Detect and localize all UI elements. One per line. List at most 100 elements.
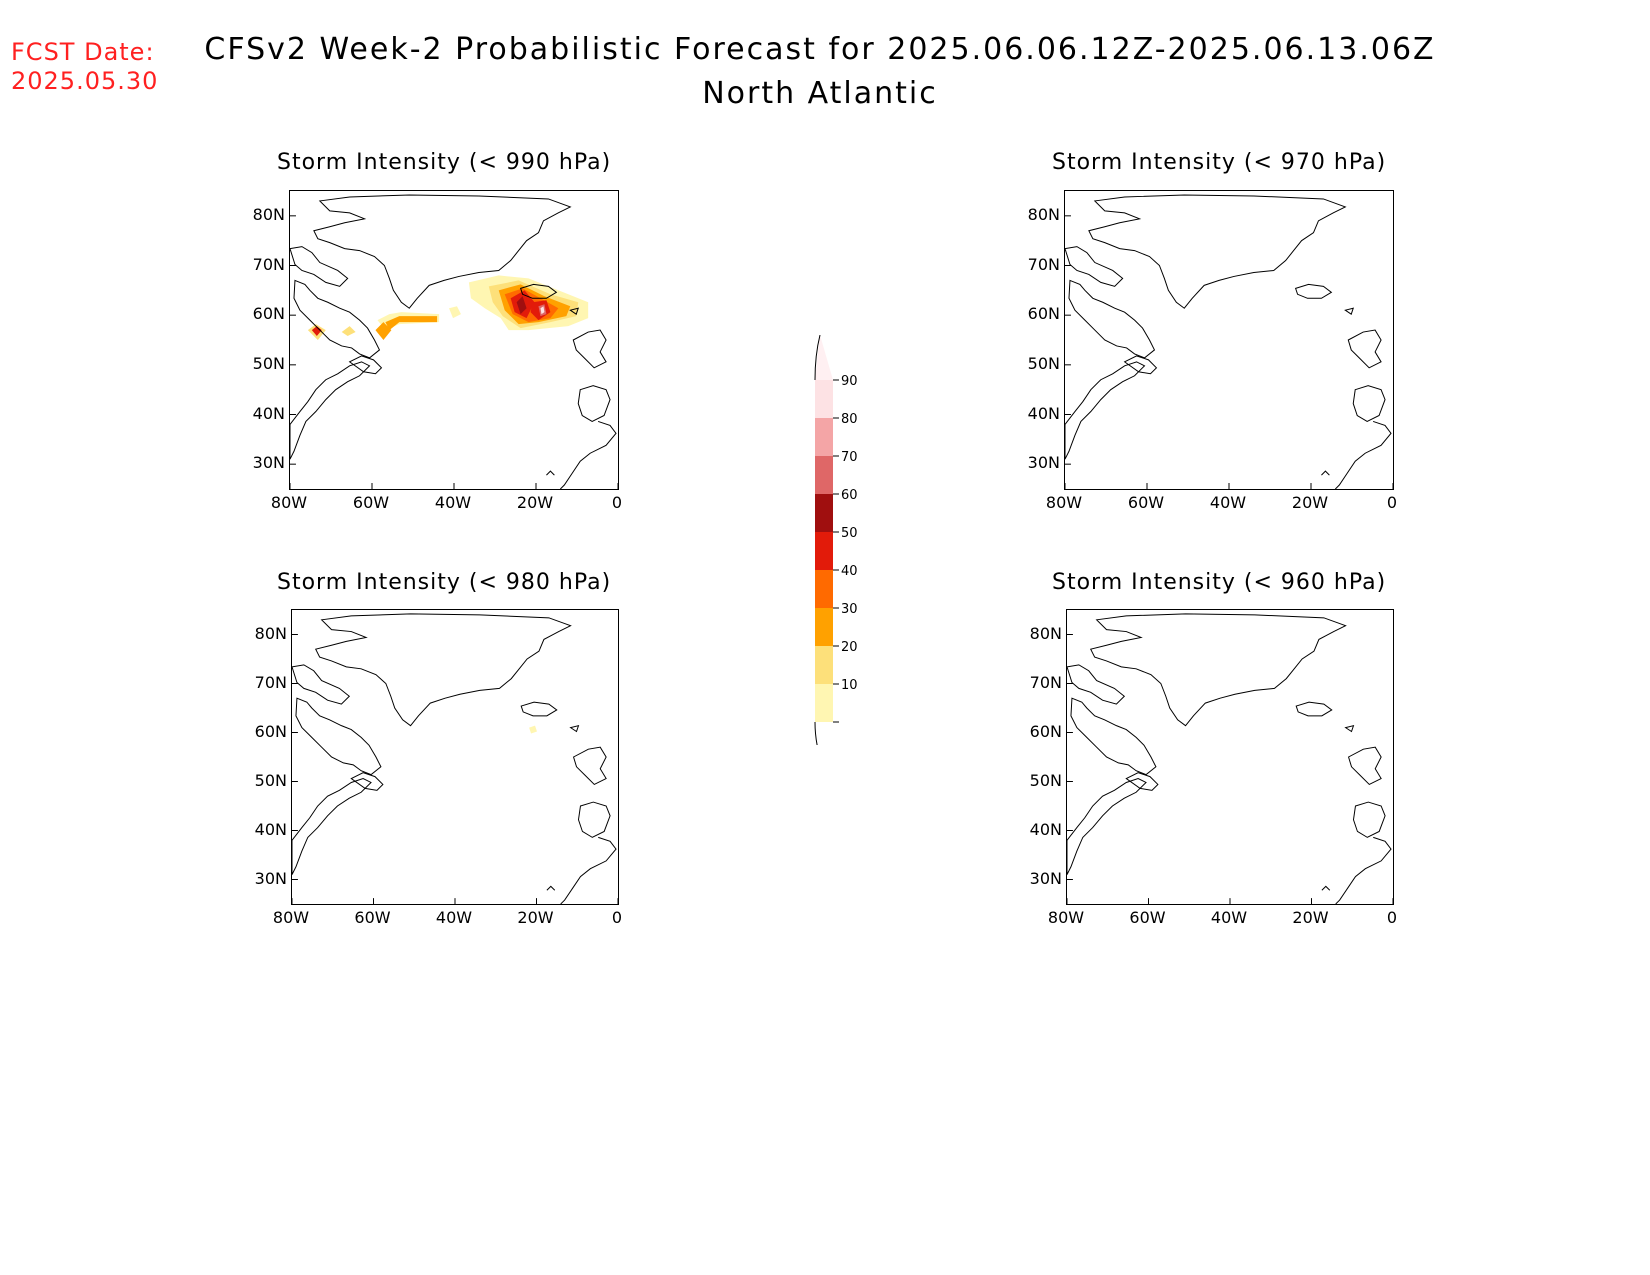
map-canvas xyxy=(290,194,618,489)
colorbar-swatch xyxy=(815,646,833,684)
latitude-label: 50N xyxy=(254,770,287,790)
probability-shading xyxy=(375,322,392,340)
colorbar-swatch xyxy=(815,608,833,646)
colorbar-swatch xyxy=(815,684,833,722)
latitude-label: 70N xyxy=(1027,254,1060,274)
coastline xyxy=(1070,697,1157,776)
colorbar-extension-top xyxy=(815,335,833,380)
longitude-label: 80W xyxy=(1045,493,1083,512)
coastline xyxy=(577,385,611,423)
coastline xyxy=(290,361,371,460)
coastline xyxy=(1352,385,1386,423)
colorbar-swatch xyxy=(815,380,833,418)
coastline xyxy=(1352,801,1386,838)
region-subtitle: North Atlantic xyxy=(702,76,938,111)
longitude-label: 60W xyxy=(354,908,391,927)
map-panel-970 xyxy=(1064,190,1394,490)
colorbar-label: 90 xyxy=(841,374,858,389)
longitude-label: 80W xyxy=(270,493,308,512)
colorbar-swatch xyxy=(815,418,833,456)
coastline xyxy=(290,246,349,287)
colorbar-label: 50 xyxy=(841,526,858,541)
coastline xyxy=(519,283,558,299)
coastline xyxy=(1125,772,1159,791)
coastline xyxy=(1068,279,1156,359)
latitude-label: 80N xyxy=(1029,623,1062,643)
coastline xyxy=(546,470,555,476)
coastline xyxy=(314,613,572,727)
longitude-label: 20W xyxy=(1291,493,1329,512)
longitude-label: 80W xyxy=(1047,908,1085,927)
coastline xyxy=(348,355,383,375)
coastline xyxy=(293,279,381,359)
coastline xyxy=(1294,283,1333,299)
probability-shading xyxy=(311,326,322,337)
coastline xyxy=(292,778,372,875)
colorbar-label: 20 xyxy=(841,640,858,655)
latitude-label: 50N xyxy=(1027,353,1060,373)
panel-title-960: Storm Intensity (< 960 hPa) xyxy=(1052,570,1387,595)
colorbar-label: 10 xyxy=(841,678,858,693)
coastline xyxy=(577,801,611,838)
coastline xyxy=(572,329,607,369)
coastline xyxy=(1321,470,1330,476)
longitude-label: 40W xyxy=(1210,908,1248,927)
longitude-label: 20W xyxy=(517,908,554,927)
latitude-label: 50N xyxy=(252,353,285,373)
latitude-label: 40N xyxy=(254,819,287,839)
coastline xyxy=(560,836,617,904)
latitude-label: 60N xyxy=(252,304,285,324)
page-title: CFSv2 Week-2 Probabilistic Forecast for … xyxy=(204,32,1436,67)
colorbar-swatch xyxy=(815,456,833,494)
coastline xyxy=(1067,664,1126,705)
colorbar-swatch xyxy=(815,494,833,532)
colorbar-swatch xyxy=(815,570,833,608)
colorbar: 90 80 70 60 50 40 30 20 10 xyxy=(814,335,858,745)
coastline xyxy=(292,664,351,705)
latitude-label: 60N xyxy=(1029,721,1062,741)
forecast-date: FCST Date: 2025.05.30 xyxy=(11,38,158,96)
longitude-label: 0 xyxy=(1386,908,1398,927)
latitude-label: 30N xyxy=(254,868,287,888)
coastline xyxy=(1295,701,1333,717)
panel-title-970: Storm Intensity (< 970 hPa) xyxy=(1052,150,1387,175)
probability-shading xyxy=(385,316,438,331)
latitude-label: 30N xyxy=(252,453,285,473)
map-panel-980 xyxy=(291,609,619,905)
coastline xyxy=(1335,836,1392,904)
latitude-label: 80N xyxy=(254,623,287,643)
coastline xyxy=(1067,778,1147,875)
latitude-label: 30N xyxy=(1027,453,1060,473)
colorbar-swatch xyxy=(815,532,833,570)
coastline xyxy=(1065,246,1124,287)
map-panel-990 xyxy=(289,190,619,490)
latitude-label: 50N xyxy=(1029,770,1062,790)
latitude-label: 70N xyxy=(254,672,287,692)
colorbar-label: 40 xyxy=(841,564,858,579)
map-canvas xyxy=(1065,194,1393,489)
coastline xyxy=(295,697,382,776)
coastline xyxy=(569,724,580,733)
coastline xyxy=(1088,194,1347,309)
longitude-label: 40W xyxy=(435,908,473,927)
colorbar-label: 60 xyxy=(841,488,858,503)
latitude-label: 80N xyxy=(252,204,285,224)
latitude-label: 60N xyxy=(254,721,287,741)
coastline xyxy=(1321,885,1331,891)
coastline xyxy=(569,307,580,315)
coastline xyxy=(546,885,556,891)
longitude-label: 0 xyxy=(611,493,623,512)
coastline xyxy=(560,420,617,489)
panel-title-990: Storm Intensity (< 990 hPa) xyxy=(277,150,612,175)
latitude-label: 60N xyxy=(1027,304,1060,324)
longitude-label: 20W xyxy=(1292,908,1329,927)
map-panel-960 xyxy=(1066,609,1394,905)
coastline xyxy=(520,701,558,717)
map-canvas xyxy=(292,613,618,904)
coastline xyxy=(1065,361,1146,460)
coastline xyxy=(1344,724,1355,733)
coastline xyxy=(350,772,384,791)
longitude-label: 20W xyxy=(516,493,554,512)
coastline xyxy=(1089,613,1347,727)
coastline xyxy=(572,746,607,786)
